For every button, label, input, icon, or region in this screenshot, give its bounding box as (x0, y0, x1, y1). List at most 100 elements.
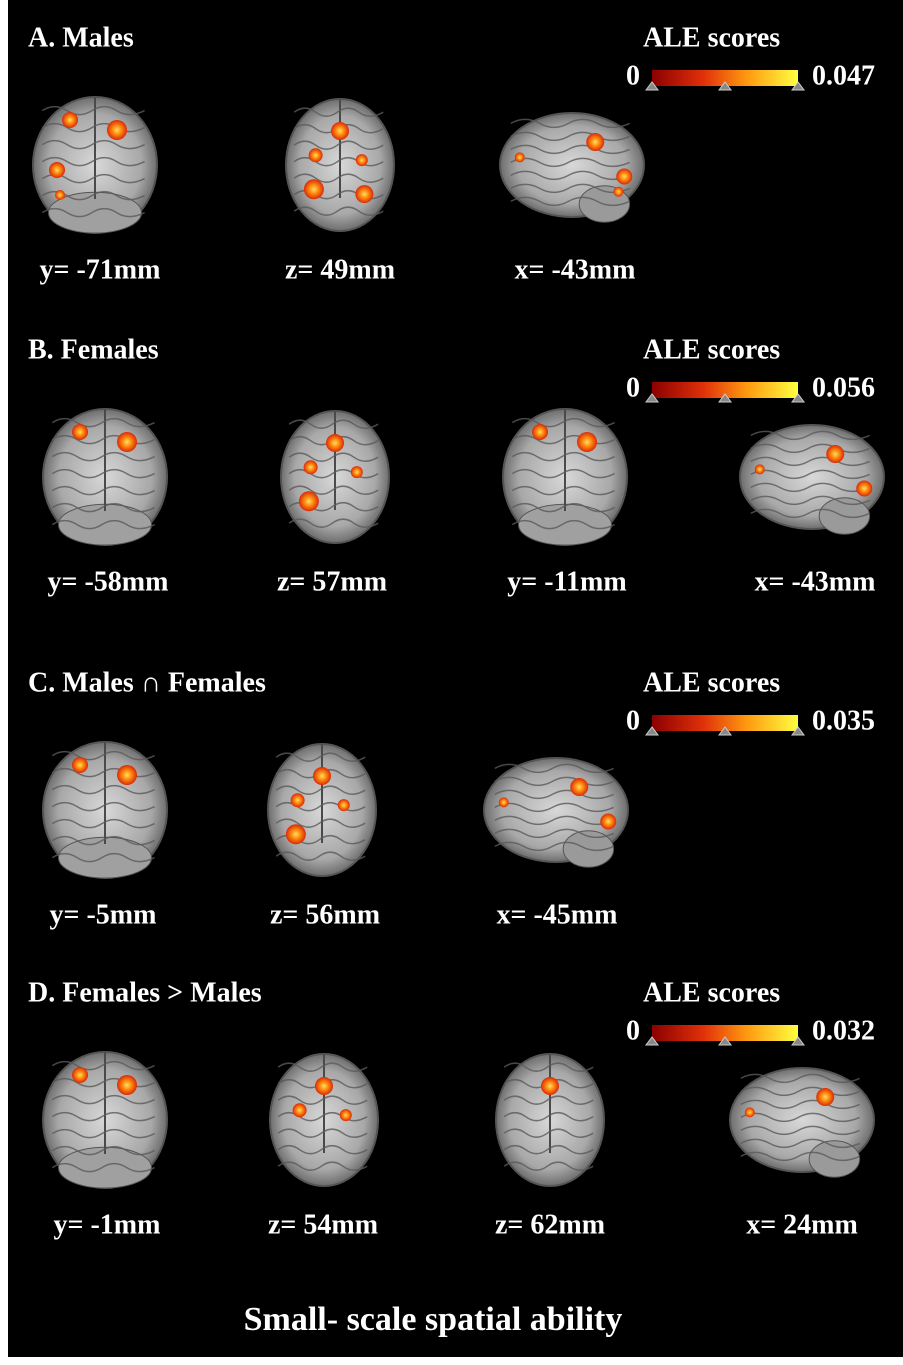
activation-blob (298, 491, 319, 512)
sulcus (740, 1112, 860, 1123)
activation-blob (290, 793, 305, 808)
sulcus (494, 841, 614, 852)
colorbar-marker (645, 1036, 659, 1046)
panel-title: D. Females > Males (28, 977, 262, 1008)
activation-blob (826, 445, 845, 464)
sulcus (288, 518, 379, 528)
activation-blob (498, 797, 509, 808)
slice-label: y= -58mm (48, 566, 169, 597)
sulcus (511, 417, 615, 428)
sulcus (51, 1111, 155, 1122)
sulcus (51, 1128, 155, 1139)
sulcus (275, 752, 366, 762)
colorbar-min: 0 (626, 1015, 640, 1046)
colorbar-max: 0.056 (812, 372, 875, 403)
sulcus (750, 456, 870, 467)
activation-blob (292, 1103, 307, 1118)
colorbar-marker (718, 393, 732, 403)
activation-blob (62, 112, 78, 128)
sulcus (740, 1151, 860, 1162)
panel-title: C. Males ∩ Females (28, 667, 266, 698)
panel-title: B. Females (28, 334, 159, 365)
sulcus (740, 1086, 860, 1097)
colorbar-marker (645, 81, 659, 91)
sulcus (750, 508, 870, 519)
colorbar-label: ALE scores (643, 22, 780, 53)
brain-slice (280, 410, 390, 544)
slice-label: z= 49mm (285, 254, 395, 285)
sulcus (51, 818, 155, 829)
sulcus (275, 818, 366, 828)
sulcus (494, 828, 614, 839)
activation-blob (337, 799, 350, 812)
sulcus (494, 763, 614, 774)
sulcus (750, 469, 870, 480)
activation-blob (570, 778, 589, 797)
activation-blob (308, 148, 323, 163)
colorbar-marker (718, 1036, 732, 1046)
sulcus (503, 1095, 594, 1105)
activation-blob (355, 154, 368, 167)
sulcus (51, 784, 155, 795)
activation-blob (285, 824, 306, 845)
sulcus (277, 1144, 368, 1155)
sulcus (293, 107, 384, 117)
figure-footer: Small- scale spatial ability (244, 1301, 623, 1338)
brain-slice (42, 1051, 168, 1189)
sulcus (288, 452, 379, 462)
sulcus (510, 118, 630, 129)
activation-blob (616, 168, 633, 185)
sulcus (750, 495, 870, 506)
brain-slice (483, 757, 629, 868)
slice-label: y= -1mm (54, 1209, 161, 1240)
sulcus (503, 1128, 594, 1138)
activation-blob (514, 152, 525, 163)
sulcus (51, 485, 155, 496)
colorbar-max: 0.047 (812, 60, 875, 91)
sulcus (41, 207, 145, 218)
activation-blob (355, 185, 374, 204)
activation-blob (350, 466, 363, 479)
colorbar (652, 1025, 798, 1041)
sulcus (510, 131, 630, 142)
activation-blob (586, 133, 605, 152)
sulcus (51, 801, 155, 812)
activation-blob (744, 1107, 755, 1118)
sulcus (510, 196, 630, 207)
activation-blob (339, 1109, 352, 1122)
sulcus (740, 1138, 860, 1149)
sulcus (51, 1060, 155, 1071)
sulcus (293, 140, 384, 150)
slice-label: x= -45mm (497, 899, 618, 930)
sulcus (503, 1161, 594, 1171)
sulcus (275, 785, 366, 795)
activation-blob (600, 813, 617, 830)
colorbar-marker (791, 81, 805, 91)
sulcus (51, 1145, 155, 1156)
colorbar (652, 70, 798, 86)
colorbar-label: ALE scores (643, 977, 780, 1008)
sulcus (494, 815, 614, 826)
sulcus (511, 502, 615, 513)
activation-blob (816, 1088, 835, 1107)
activation-blob (72, 1067, 88, 1083)
brain-slice (739, 424, 885, 535)
activation-blob (303, 179, 324, 200)
brain-slice (32, 96, 158, 234)
panel-title: A. Males (28, 22, 134, 53)
activation-blob (117, 765, 137, 785)
sulcus (41, 105, 145, 116)
colorbar-marker (791, 726, 805, 736)
activation-blob (107, 120, 127, 140)
activation-blob (72, 757, 88, 773)
brain-slice (267, 743, 377, 877)
sulcus (510, 144, 630, 155)
sulcus (41, 156, 145, 167)
sulcus (503, 1062, 594, 1072)
sulcus (277, 1128, 368, 1138)
activation-blob (856, 480, 873, 497)
colorbar-max: 0.032 (812, 1015, 875, 1046)
sulcus (277, 1062, 368, 1072)
